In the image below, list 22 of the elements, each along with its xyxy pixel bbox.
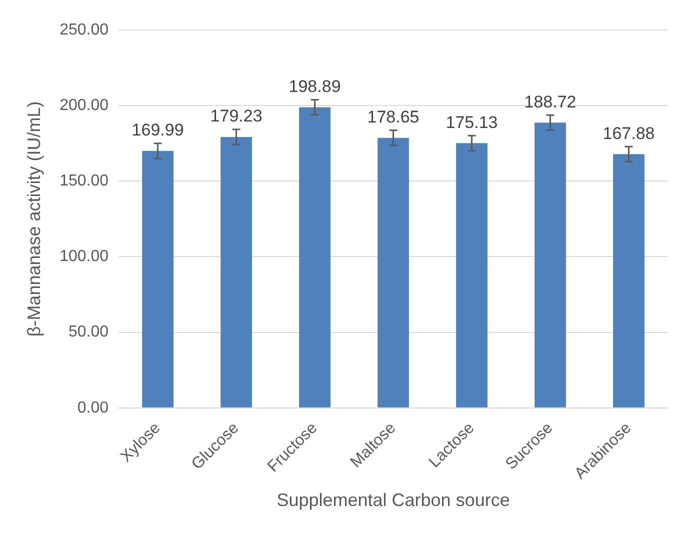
y-tick-label: 200.00 [60, 96, 109, 114]
y-tick-label: 0.00 [77, 399, 109, 416]
data-label: 188.72 [524, 92, 576, 112]
data-label: 179.23 [210, 106, 262, 126]
bar [456, 143, 488, 408]
bar [220, 136, 252, 408]
bar [378, 138, 409, 408]
data-label: 178.65 [367, 107, 420, 126]
y-tick-label: 100.00 [60, 248, 109, 266]
data-label: 175.13 [446, 112, 498, 132]
bar [534, 122, 566, 408]
y-axis-title: β-Mannanase activity (IU/mL) [24, 101, 44, 337]
y-tick-label: 150.00 [60, 172, 109, 190]
x-axis-title: Supplemental Carbon source [276, 490, 510, 510]
data-label: 167.88 [602, 124, 655, 143]
y-tick-label: 50.00 [68, 324, 109, 341]
bar [142, 150, 174, 408]
y-tick-label: 250.00 [60, 21, 109, 38]
data-label: 169.99 [132, 120, 184, 140]
bar [613, 154, 644, 408]
data-label: 198.89 [288, 76, 341, 96]
bar [299, 107, 330, 408]
